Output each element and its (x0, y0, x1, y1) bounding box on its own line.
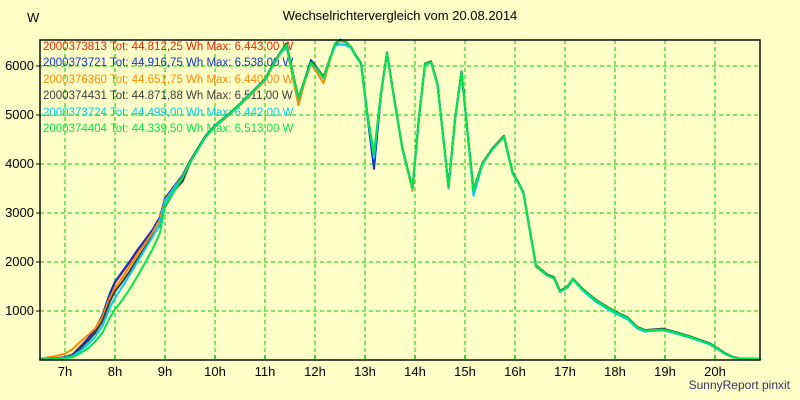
legend-item-2000374431: 2000374431 Tot: 44.871,88 Wh Max: 6.511,… (43, 90, 293, 103)
series-curve-2000374404 (39, 39, 761, 361)
y-axis-unit-label: W (27, 10, 40, 25)
series-curve-2000373721 (39, 38, 761, 361)
legend-item-2000373724: 2000373724 Tot: 44.499,00 Wh Max: 6.442,… (43, 106, 294, 119)
series-curve-2000373813 (39, 43, 761, 361)
plot-border (39, 39, 761, 361)
legend: 2000373813 Tot: 44.812,25 Wh Max: 6.443,… (43, 39, 293, 137)
x-tick-label-19h: 19h (654, 364, 676, 379)
x-tick-label-14h: 14h (404, 364, 426, 379)
chart-title: Wechselrichtervergleich vom 20.08.2014 (282, 8, 518, 23)
y-tick-label-5000: 5000 (5, 107, 34, 122)
y-tick-label-1000: 1000 (5, 303, 34, 318)
y-tick-label-2000: 2000 (5, 254, 34, 269)
legend-item-2000373721: 2000373721 Tot: 44.916,75 Wh Max: 6.538,… (43, 57, 294, 70)
x-tick-label-15h: 15h (454, 364, 476, 379)
x-tick-label-8h: 8h (107, 364, 123, 379)
x-tick-label-17h: 17h (554, 364, 576, 379)
x-tick-label-7h: 7h (57, 364, 73, 379)
y-tick-label-3000: 3000 (5, 205, 34, 220)
x-tick-label-20h: 20h (704, 364, 726, 379)
legend-item-2000374404: 2000374404 Tot: 44.339,50 Wh Max: 6.513,… (43, 123, 294, 136)
x-tick-label-16h: 16h (504, 364, 526, 379)
x-tick-label-12h: 12h (304, 364, 326, 379)
x-tick-label-11h: 11h (254, 364, 276, 379)
x-tick-label-18h: 18h (604, 364, 626, 379)
footer-credit: SunnyReport pinxit (688, 378, 790, 392)
legend-item-2000376360: 2000376360 Tot: 44.651,75 Wh Max: 6.440,… (43, 73, 294, 86)
series-curve-2000374431 (39, 40, 761, 361)
x-tick-label-9h: 9h (157, 364, 173, 379)
legend-item-2000373813: 2000373813 Tot: 44.812,25 Wh Max: 6.443,… (43, 41, 294, 53)
y-tick-label-6000: 6000 (5, 58, 34, 73)
y-tick-label-4000: 4000 (5, 156, 34, 171)
series-curve-2000376360 (39, 43, 761, 360)
series-curve-2000373724 (39, 43, 761, 361)
x-tick-label-10h: 10h (204, 364, 226, 379)
x-tick-label-13h: 13h (354, 364, 376, 379)
